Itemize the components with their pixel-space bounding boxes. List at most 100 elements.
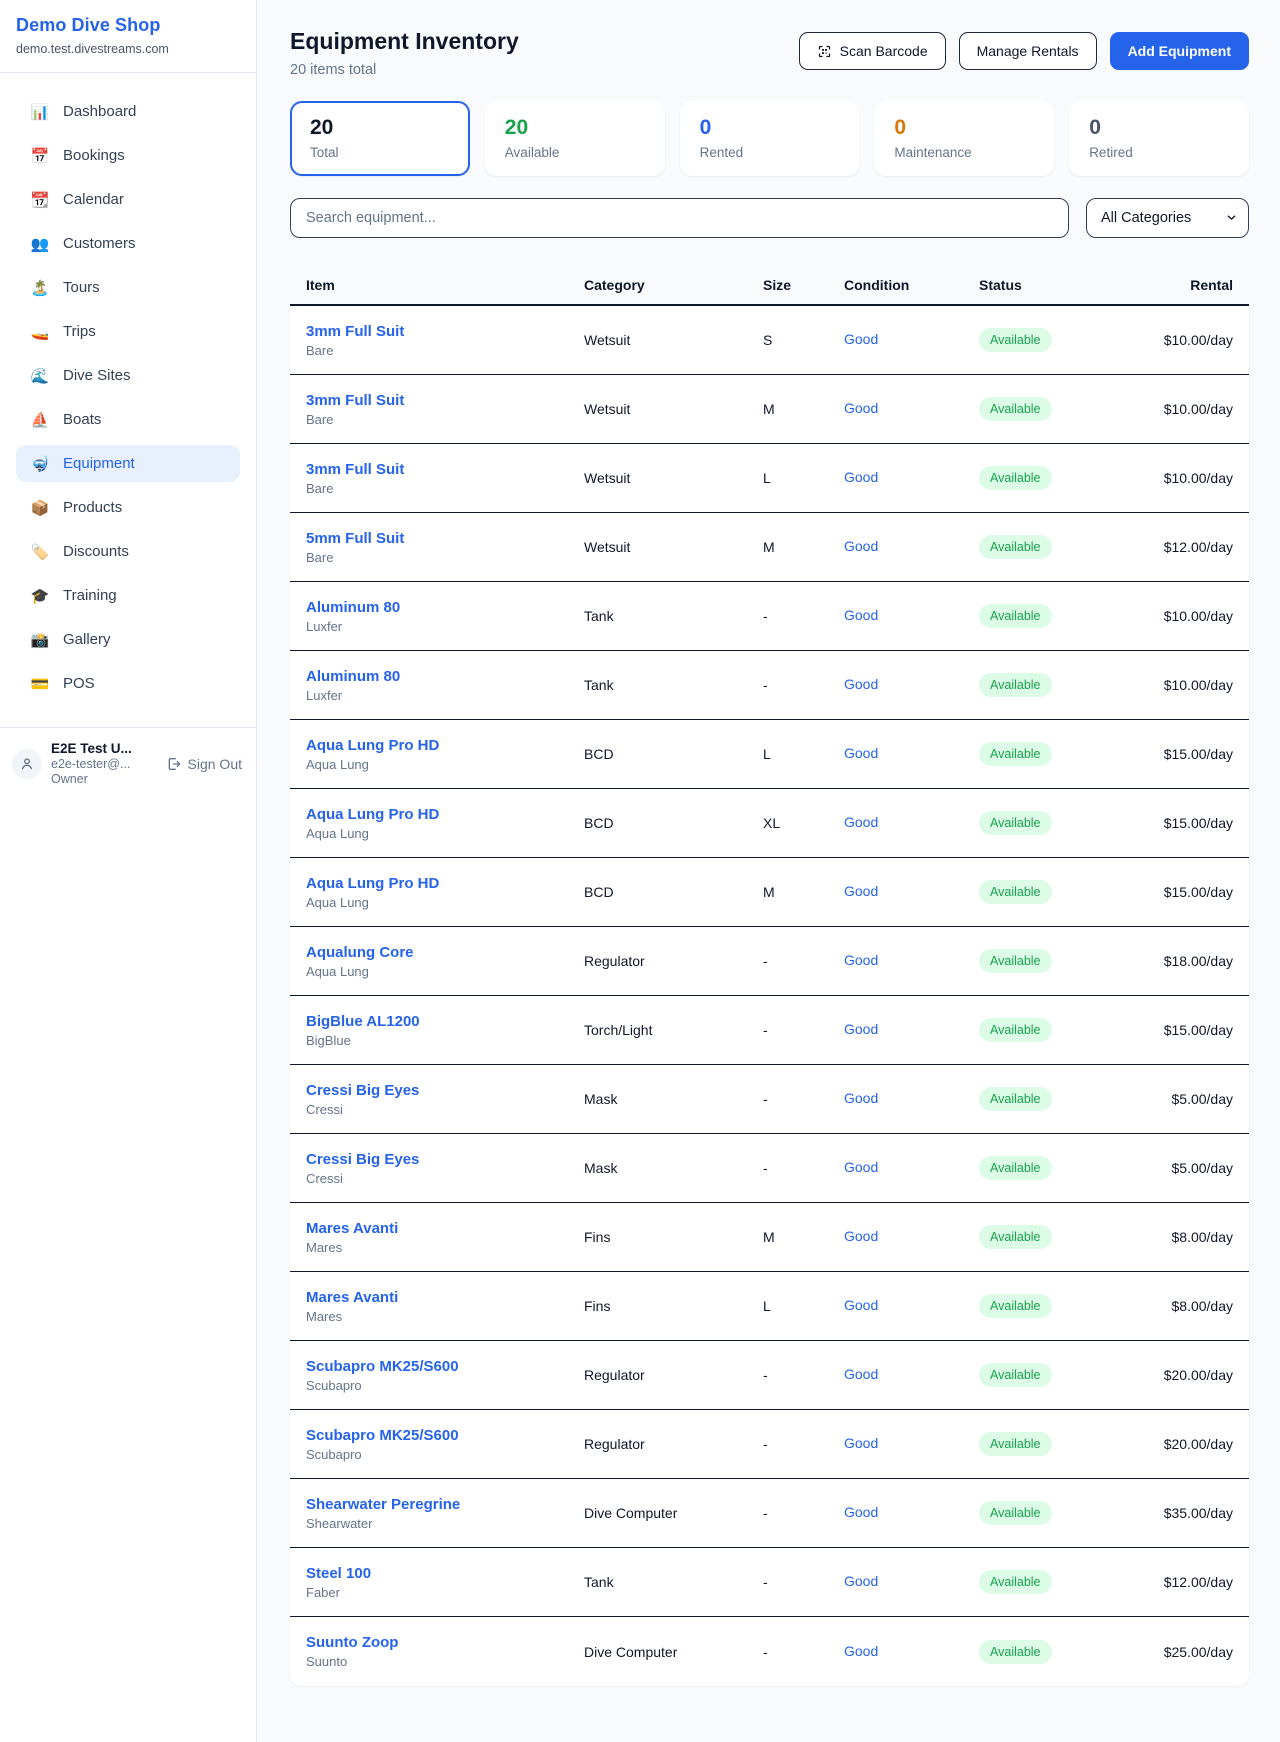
stat-card-rented[interactable]: 0 Rented (679, 101, 860, 176)
sidebar-item-dive-sites[interactable]: 🌊 Dive Sites (16, 357, 240, 394)
item-name-link[interactable]: Aqua Lung Pro HD (306, 874, 440, 892)
add-equipment-button[interactable]: Add Equipment (1109, 32, 1249, 70)
item-name-link[interactable]: 3mm Full Suit (306, 322, 405, 340)
sidebar-item-pos[interactable]: 💳 POS (16, 665, 240, 702)
cell-size: M (763, 1229, 775, 1245)
cell-rental-price: $20.00/day (1163, 1367, 1233, 1383)
cell-category: Dive Computer (584, 1643, 678, 1660)
item-name-link[interactable]: Aluminum 80 (306, 667, 401, 685)
item-name-link[interactable]: Steel 100 (306, 1564, 372, 1582)
table-row: Shearwater Peregrine Shearwater Dive Compu… (290, 1479, 1249, 1548)
item-name-link[interactable]: Scubapro MK25/S600 (306, 1426, 459, 1444)
cell-item: Mares Avanti Mares (306, 1220, 584, 1255)
cell-size: - (763, 1160, 768, 1176)
condition-link[interactable]: Good (844, 1504, 879, 1520)
condition-link[interactable]: Good (844, 1366, 879, 1382)
condition-link[interactable]: Good (844, 745, 879, 761)
item-name-link[interactable]: 3mm Full Suit (306, 460, 405, 478)
cell-item: Shearwater Peregrine Shearwater (306, 1496, 584, 1531)
item-name-link[interactable]: Mares Avanti (306, 1219, 399, 1237)
condition-link[interactable]: Good (844, 607, 879, 623)
cell-rental-price: $8.00/day (1171, 1229, 1234, 1245)
cell-size: - (763, 1643, 768, 1660)
condition-link[interactable]: Good (844, 400, 879, 416)
manage-rentals-button[interactable]: Manage Rentals (958, 32, 1097, 70)
item-name-link[interactable]: Aluminum 80 (306, 598, 401, 616)
condition-link[interactable]: Good (844, 676, 879, 692)
stat-card-maintenance[interactable]: 0 Maintenance (874, 101, 1055, 176)
add-equipment-label: Add Equipment (1127, 43, 1231, 59)
category-select[interactable]: All Categories (1086, 198, 1249, 238)
condition-link[interactable]: Good (844, 331, 879, 347)
condition-link[interactable]: Good (844, 1573, 879, 1589)
sidebar-item-customers[interactable]: 👥 Customers (16, 225, 240, 262)
item-brand: Aqua Lung (306, 963, 369, 979)
condition-link[interactable]: Good (844, 1159, 879, 1175)
condition-link[interactable]: Good (844, 469, 879, 485)
stat-label: Retired (1089, 145, 1133, 160)
condition-link[interactable]: Good (844, 1021, 879, 1037)
sidebar-item-bookings[interactable]: 📅 Bookings (16, 137, 240, 174)
condition-link[interactable]: Good (844, 1090, 879, 1106)
sidebar-item-equipment[interactable]: 🤿 Equipment (16, 445, 240, 482)
item-name-link[interactable]: 3mm Full Suit (306, 391, 405, 409)
sidebar-item-training[interactable]: 🎓 Training (16, 577, 240, 614)
search-input[interactable] (290, 198, 1069, 238)
condition-link[interactable]: Good (844, 952, 879, 968)
item-name-link[interactable]: Aqua Lung Pro HD (306, 805, 440, 823)
item-name-link[interactable]: 5mm Full Suit (306, 529, 405, 547)
table-row: BigBlue AL1200 BigBlue Torch/Light - Good Ava… (290, 996, 1249, 1065)
condition-link[interactable]: Good (844, 814, 879, 830)
item-brand: Mares (306, 1239, 343, 1255)
sidebar-item-gallery[interactable]: 📸 Gallery (16, 621, 240, 658)
table-row: 5mm Full Suit Bare Wetsuit M Good Available $1… (290, 513, 1249, 582)
sign-out-button[interactable]: Sign Out (166, 756, 242, 772)
sidebar-item-products[interactable]: 📦 Products (16, 489, 240, 526)
item-name-link[interactable]: Scubapro MK25/S600 (306, 1357, 459, 1375)
item-name-link[interactable]: Suunto Zoop (306, 1634, 399, 1651)
stat-value: 0 (1089, 116, 1101, 139)
condition-link[interactable]: Good (844, 1297, 879, 1313)
stat-card-available[interactable]: 20 Available (484, 101, 665, 176)
item-brand: Bare (306, 480, 334, 496)
cell-rental-price: $5.00/day (1171, 1091, 1234, 1107)
equipment-table: Item Category Size Condition Status Rent… (290, 266, 1249, 1686)
item-name-link[interactable]: Shearwater Peregrine (306, 1495, 461, 1513)
sidebar-item-trips[interactable]: 🚤 Trips (16, 313, 240, 350)
item-name-link[interactable]: BigBlue AL1200 (306, 1012, 420, 1030)
sidebar-item-label: Bookings (63, 147, 125, 164)
sidebar-item-discounts[interactable]: 🏷️ Discounts (16, 533, 240, 570)
cell-size: - (763, 608, 768, 624)
sign-out-label: Sign Out (187, 755, 242, 772)
condition-link[interactable]: Good (844, 1435, 879, 1451)
table-row: Scubapro MK25/S600 Scubapro Regulator - Good… (290, 1341, 1249, 1410)
cell-rental-price: $15.00/day (1163, 746, 1233, 762)
sidebar-item-label: Trips (63, 323, 96, 340)
condition-link[interactable]: Good (844, 1228, 879, 1244)
sidebar-item-dashboard[interactable]: 📊 Dashboard (16, 93, 240, 130)
sidebar-item-tours[interactable]: 🏝️ Tours (16, 269, 240, 306)
stat-card-total[interactable]: 20 Total (290, 101, 470, 176)
products-icon: 📦 (30, 499, 50, 517)
shop-title[interactable]: Demo Dive Shop (16, 15, 161, 35)
cell-size: - (763, 1022, 768, 1038)
condition-link[interactable]: Good (844, 538, 879, 554)
status-badge: Available (979, 604, 1052, 628)
item-name-link[interactable]: Aqua Lung Pro HD (306, 736, 440, 754)
scan-barcode-button[interactable]: Scan Barcode (798, 32, 946, 70)
item-name-link[interactable]: Aqualung Core (306, 943, 414, 961)
condition-link[interactable]: Good (844, 1642, 879, 1659)
sidebar-nav: 📊 Dashboard 📅 Bookings 📆 Calendar 👥 Customers 🏝️… (0, 73, 256, 719)
item-name-link[interactable]: Cressi Big Eyes (306, 1081, 420, 1099)
column-header-rental: Rental (1190, 277, 1233, 293)
item-name-link[interactable]: Cressi Big Eyes (306, 1150, 420, 1168)
stat-card-retired[interactable]: 0 Retired (1069, 101, 1249, 176)
item-name-link[interactable]: Mares Avanti (306, 1288, 399, 1306)
cell-size: - (763, 1436, 768, 1452)
sidebar-item-boats[interactable]: ⛵ Boats (16, 401, 240, 438)
dashboard-icon: 📊 (30, 103, 50, 121)
sidebar-item-calendar[interactable]: 📆 Calendar (16, 181, 240, 218)
barcode-scan-icon (817, 44, 832, 59)
calendar-icon: 📆 (30, 191, 50, 209)
condition-link[interactable]: Good (844, 883, 879, 899)
